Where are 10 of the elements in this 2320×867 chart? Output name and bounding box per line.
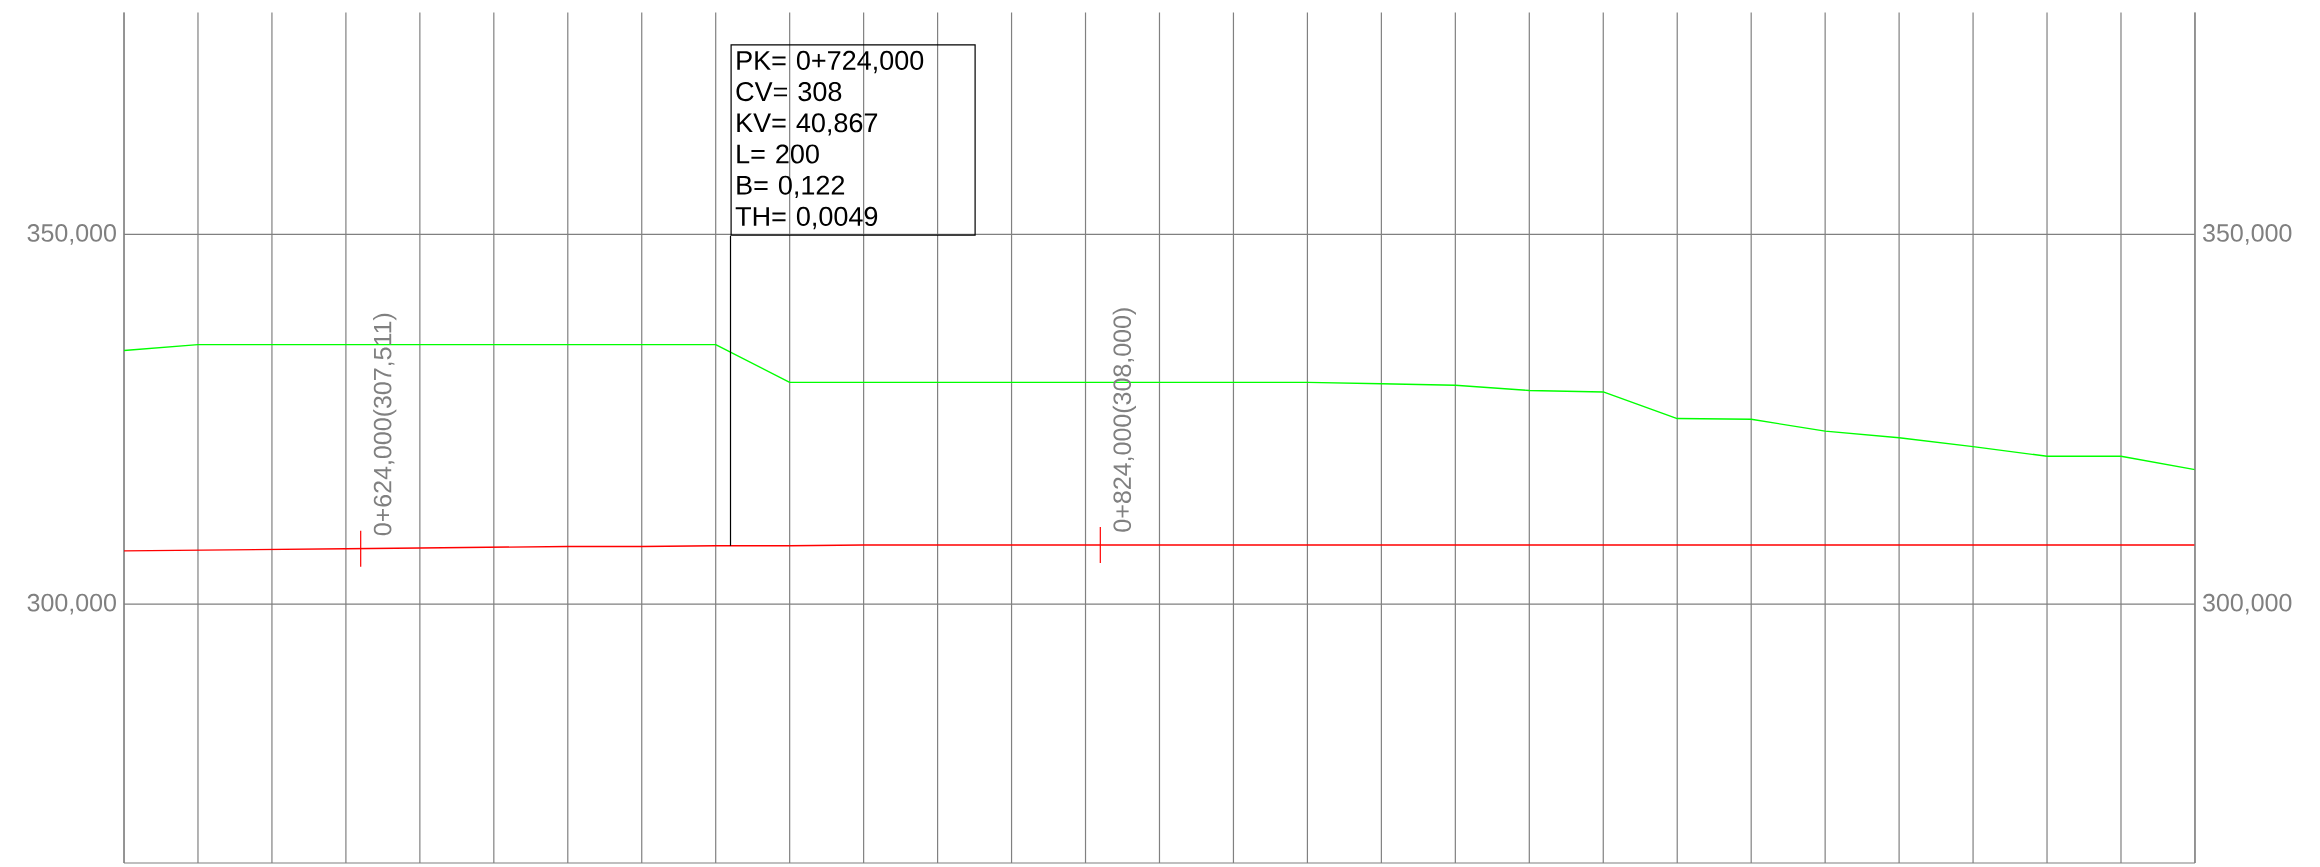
annotation: B= 0,122 [737, 175, 845, 198]
annotation: L= 200 [737, 144, 819, 164]
annotation: TH= 0,0049 [735, 206, 878, 230]
annotation: CV= 308 [736, 82, 842, 102]
annotation: 0+824,000(308,000) [1112, 308, 1137, 532]
y2-tick-label: 350,000 [2202, 224, 2292, 245]
annotation: PK= 0+724,000 [737, 50, 924, 74]
annotation: KV= 40,867 [737, 113, 878, 136]
y2-tick-label: 300,000 [2202, 593, 2292, 615]
annotation: 0+624,000(307,511) [373, 313, 397, 536]
